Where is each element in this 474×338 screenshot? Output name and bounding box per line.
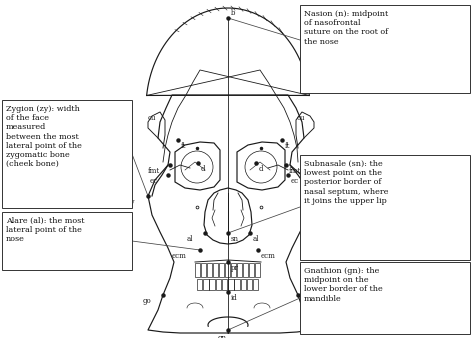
- Bar: [253, 279, 258, 290]
- Text: d: d: [259, 165, 264, 173]
- Bar: [247, 279, 252, 290]
- Text: cu: cu: [148, 114, 156, 122]
- FancyBboxPatch shape: [300, 5, 470, 93]
- FancyBboxPatch shape: [300, 155, 470, 260]
- Text: ft: ft: [181, 142, 186, 150]
- Text: ft: ft: [285, 142, 291, 150]
- Text: b: b: [231, 9, 236, 17]
- Bar: [243, 263, 248, 277]
- Text: go: go: [143, 297, 152, 305]
- Bar: [225, 263, 230, 277]
- Text: Alare (al): the most
lateral point of the
nose: Alare (al): the most lateral point of th…: [6, 217, 84, 243]
- Text: fmt: fmt: [289, 167, 301, 175]
- Text: gn: gn: [218, 334, 227, 338]
- Bar: [195, 263, 201, 277]
- Text: sn: sn: [231, 235, 239, 243]
- Text: id: id: [231, 294, 238, 302]
- Text: cu: cu: [297, 114, 306, 122]
- Bar: [241, 279, 246, 290]
- Bar: [231, 263, 237, 277]
- Bar: [219, 263, 225, 277]
- Bar: [222, 279, 228, 290]
- Text: al: al: [187, 235, 193, 243]
- Bar: [249, 263, 255, 277]
- Text: go: go: [301, 297, 310, 305]
- Bar: [210, 279, 215, 290]
- Bar: [201, 263, 207, 277]
- Text: zy: zy: [128, 198, 136, 206]
- Bar: [234, 279, 240, 290]
- Bar: [207, 263, 212, 277]
- Bar: [197, 279, 202, 290]
- Text: ec: ec: [150, 177, 158, 185]
- Text: ecm: ecm: [172, 252, 187, 260]
- Text: d: d: [201, 165, 206, 173]
- Text: Zygion (zy): width
of the face
measured
between the most
lateral point of the
zy: Zygion (zy): width of the face measured …: [6, 105, 82, 168]
- Text: Subnasale (sn): the
lowest point on the
posterior border of
nasal septum, where
: Subnasale (sn): the lowest point on the …: [304, 160, 389, 205]
- FancyBboxPatch shape: [2, 100, 132, 208]
- Bar: [213, 263, 219, 277]
- Bar: [203, 279, 209, 290]
- Bar: [255, 263, 261, 277]
- Text: Nasion (n): midpoint
of nasofrontal
suture on the root of
the nose: Nasion (n): midpoint of nasofrontal sutu…: [304, 10, 388, 46]
- Text: zy: zy: [311, 198, 319, 206]
- Text: ecm: ecm: [261, 252, 276, 260]
- Text: al: al: [253, 235, 259, 243]
- Text: pr: pr: [231, 264, 239, 272]
- Text: Gnathion (gn): the
midpoint on the
lower border of the
mandible: Gnathion (gn): the midpoint on the lower…: [304, 267, 383, 303]
- Bar: [228, 279, 234, 290]
- Bar: [216, 279, 221, 290]
- Text: ec: ec: [291, 177, 299, 185]
- FancyBboxPatch shape: [300, 262, 470, 334]
- Text: fmt: fmt: [148, 167, 160, 175]
- Bar: [237, 263, 243, 277]
- FancyBboxPatch shape: [2, 212, 132, 270]
